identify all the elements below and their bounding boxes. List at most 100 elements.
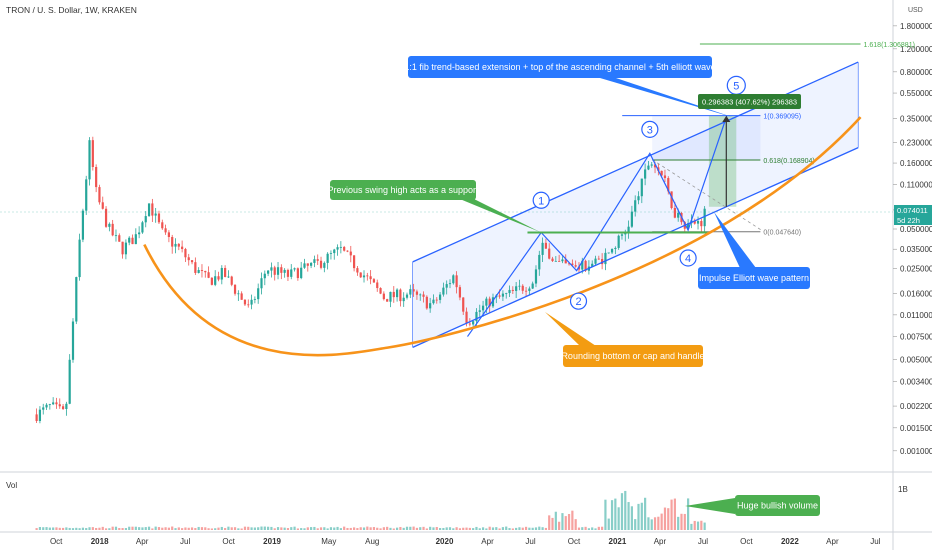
- candle-body: [558, 260, 561, 262]
- candle-body: [458, 287, 462, 298]
- candle-body: [429, 303, 432, 309]
- price-tick-label: 0.800000: [900, 68, 932, 77]
- candle-body: [379, 288, 382, 294]
- volume-bar: [184, 527, 187, 530]
- candle-body: [164, 228, 167, 233]
- candle-body: [455, 275, 458, 288]
- volume-bar: [131, 526, 134, 530]
- rounding-pointer: [545, 312, 596, 346]
- candle-body: [230, 276, 233, 285]
- candle-body: [329, 253, 333, 254]
- candle-body: [270, 267, 273, 271]
- volume-bar: [703, 522, 706, 530]
- candle-body: [313, 259, 316, 263]
- time-tick-label: 2018: [91, 537, 109, 546]
- volume-bar: [640, 502, 643, 530]
- volume-bar: [366, 526, 369, 530]
- volume-bar: [313, 526, 316, 530]
- candle-body: [366, 275, 369, 277]
- impulse-annotation-box: [698, 267, 810, 289]
- channel-bottom-line: [412, 147, 859, 348]
- candle-body: [81, 210, 85, 240]
- volume-bar: [121, 528, 124, 530]
- candle-body: [531, 283, 534, 289]
- candle-body: [524, 290, 528, 292]
- candle-body: [121, 241, 124, 255]
- candle-body: [574, 265, 577, 267]
- volume-bar: [432, 527, 435, 530]
- candle-body: [571, 263, 574, 266]
- candle-body: [55, 402, 58, 405]
- candle-body: [544, 242, 548, 249]
- candle-body: [488, 298, 491, 307]
- candle-body: [518, 285, 521, 287]
- measure-label: 0.296383 (407.62%) 296383: [702, 98, 797, 107]
- candle-body: [634, 200, 637, 212]
- candle-body: [108, 223, 111, 227]
- candle-body: [395, 289, 399, 298]
- candle-body: [293, 268, 296, 270]
- volume-bar: [359, 527, 362, 530]
- volume-bar: [187, 527, 190, 530]
- candle-body: [673, 208, 676, 218]
- candle-body: [134, 234, 137, 245]
- volume-bar: [319, 527, 323, 530]
- candle-body: [336, 247, 339, 250]
- volume-bar: [270, 526, 273, 530]
- fib-level-label: 1(0.369095): [763, 114, 801, 121]
- volume-bar: [157, 527, 161, 530]
- candle-body: [670, 191, 673, 209]
- candle-body: [171, 237, 174, 247]
- candle-body: [415, 291, 419, 295]
- candle-body: [144, 216, 147, 223]
- candle-body: [515, 286, 518, 291]
- volume-bar: [409, 526, 412, 530]
- volume-bar: [276, 527, 280, 530]
- volume-bar: [663, 507, 667, 530]
- volume-bar: [114, 526, 118, 530]
- candle-body: [276, 267, 280, 275]
- volume-bar: [425, 528, 428, 530]
- volume-bar: [372, 527, 376, 530]
- volume-bar: [283, 527, 286, 530]
- candle-body: [677, 212, 680, 218]
- volume-bar: [167, 527, 170, 530]
- candle-body: [359, 272, 362, 278]
- price-tick-label: 0.007500: [900, 333, 932, 342]
- candle-body: [319, 260, 323, 268]
- candle-body: [541, 242, 544, 255]
- candle-body: [627, 226, 630, 233]
- volume-bar: [438, 528, 442, 530]
- volume-bar: [134, 526, 137, 530]
- candle-body: [333, 249, 336, 254]
- volume-bar: [144, 527, 147, 530]
- candle-body: [247, 304, 250, 306]
- fib-ext-annotation-box: [408, 56, 712, 78]
- price-tick-label: 0.350000: [900, 115, 932, 124]
- candle-body: [392, 291, 395, 298]
- volume-bar: [452, 528, 455, 530]
- volume-bar: [55, 527, 58, 530]
- candle-body: [343, 246, 346, 251]
- volume-annotation-text: Huge bullish volume: [737, 501, 818, 511]
- candle-body: [667, 178, 670, 192]
- candle-body: [71, 321, 75, 360]
- volume-bar: [108, 528, 111, 530]
- candle-body: [260, 278, 263, 289]
- candle-body: [594, 258, 597, 264]
- volume-bar: [369, 527, 372, 530]
- price-tick-label: 0.001000: [900, 447, 932, 456]
- time-tick-label: Jul: [180, 537, 190, 546]
- volume-bar: [481, 527, 485, 530]
- volume-bar: [402, 527, 405, 530]
- candle-body: [442, 287, 445, 295]
- volume-bar: [657, 516, 660, 530]
- wave-label-circle: [641, 120, 659, 138]
- candle-body: [95, 167, 98, 188]
- candle-body: [614, 247, 617, 250]
- candle-body: [551, 258, 554, 262]
- candle-body: [438, 294, 442, 300]
- volume-bar: [296, 528, 299, 530]
- volume-bar: [412, 526, 415, 530]
- volume-scale: 1B: [898, 485, 908, 494]
